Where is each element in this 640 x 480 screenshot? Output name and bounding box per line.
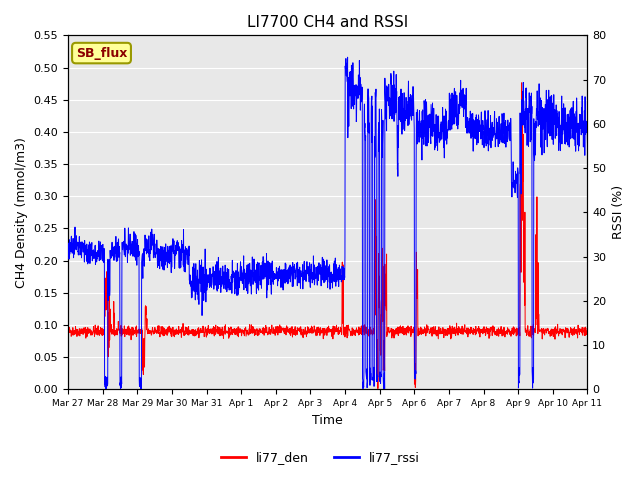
X-axis label: Time: Time xyxy=(312,414,343,427)
Y-axis label: CH4 Density (mmol/m3): CH4 Density (mmol/m3) xyxy=(15,137,28,288)
Title: LI7700 CH4 and RSSI: LI7700 CH4 and RSSI xyxy=(247,15,408,30)
Legend: li77_den, li77_rssi: li77_den, li77_rssi xyxy=(216,446,424,469)
Y-axis label: RSSI (%): RSSI (%) xyxy=(612,185,625,240)
Text: SB_flux: SB_flux xyxy=(76,47,127,60)
